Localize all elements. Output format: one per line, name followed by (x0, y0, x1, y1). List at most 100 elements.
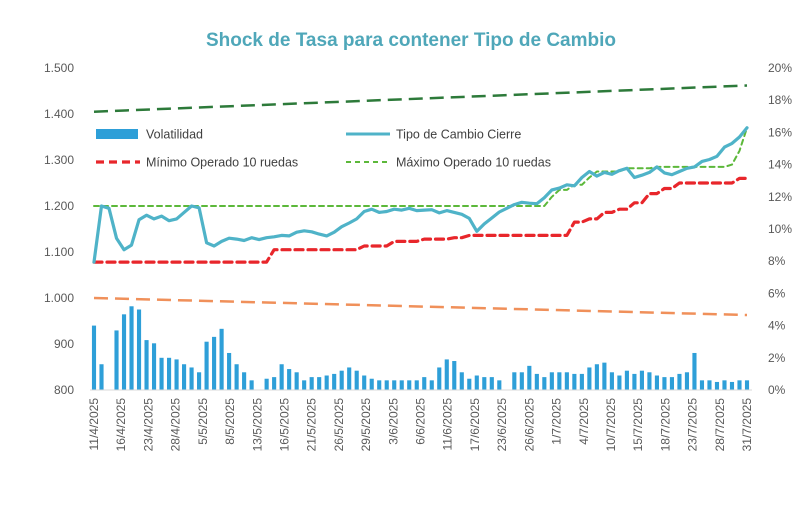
right-tick-label: 14% (768, 158, 792, 172)
right-tick-label: 8% (768, 254, 786, 268)
x-tick-label: 16/4/2025 (114, 398, 128, 452)
legend-label: Tipo de Cambio Cierre (396, 128, 521, 142)
x-tick-label: 29/5/2025 (359, 398, 373, 452)
volatility-bar (647, 372, 652, 390)
volatility-bar (534, 373, 539, 390)
volatility-bar (414, 380, 419, 390)
left-tick-label: 900 (54, 337, 74, 351)
legend-label: Mínimo Operado 10 ruedas (146, 156, 298, 170)
legend-label: Máximo Operado 10 ruedas (396, 156, 551, 170)
x-tick-label: 28/4/2025 (169, 398, 183, 452)
min-10-ruedas-line (92, 176, 749, 264)
right-tick-label: 12% (768, 190, 792, 204)
volatility-bar (489, 377, 494, 390)
volatility-bar (519, 372, 524, 390)
right-tick-label: 16% (768, 125, 792, 139)
x-tick-label: 13/5/2025 (250, 398, 264, 452)
volatility-bar (166, 357, 172, 390)
left-axis-ticks: 800 900 1.000 1.100 1.200 1.300 1.400 1.500 (44, 61, 74, 397)
volatility-bar (482, 377, 487, 390)
legend-label: Volatilidad (146, 128, 203, 142)
volatility-bar (151, 343, 157, 390)
right-tick-label: 10% (768, 222, 792, 236)
volatility-bar (474, 375, 479, 390)
volatility-bar (429, 380, 434, 390)
x-tick-label: 8/5/2025 (223, 398, 237, 445)
volatility-bar (617, 375, 622, 390)
volatility-bar (219, 328, 224, 390)
right-axis-ticks: 0% 2% 4% 6% 8% 10% 12% 14% 16% 18% 20% (768, 61, 792, 397)
volatility-bar (174, 359, 179, 390)
volatility-bar (549, 372, 554, 390)
volatility-bar (729, 381, 735, 390)
x-tick-label: 28/7/2025 (713, 398, 727, 452)
volatility-bar (542, 377, 547, 390)
volatility-bar (347, 367, 352, 390)
max-10-ruedas-line (93, 126, 748, 207)
volatility-bar (609, 372, 614, 390)
series-lines (92, 84, 749, 317)
volatility-bar (189, 367, 194, 390)
volatility-bar (452, 361, 457, 390)
right-tick-label: 6% (768, 286, 786, 300)
volatility-bar (677, 373, 682, 390)
volatility-bar (467, 378, 472, 390)
volatility-bar (362, 375, 367, 390)
x-tick-label: 6/6/2025 (414, 398, 428, 445)
volatility-bar (624, 370, 629, 390)
volatility-bar (692, 352, 697, 390)
volatility-bar (309, 377, 314, 390)
volatility-bar (632, 373, 637, 390)
volatility-bar (369, 378, 374, 390)
exchange-rate-line (92, 126, 749, 264)
volatility-bar (557, 372, 562, 390)
left-tick-label: 1.200 (44, 199, 74, 213)
volatility-bar (497, 380, 502, 390)
volatility-bar (287, 369, 292, 390)
volatility-bar (212, 336, 217, 390)
right-tick-label: 0% (768, 383, 786, 397)
volatility-bar (579, 373, 584, 390)
x-tick-label: 10/7/2025 (604, 398, 618, 452)
volatility-bar (317, 377, 322, 390)
volatility-bar (302, 380, 307, 390)
volatility-bar (227, 352, 232, 390)
volatility-bar (91, 325, 97, 390)
volatility-bar (114, 330, 119, 390)
volatility-bar (572, 373, 577, 390)
x-tick-label: 11/6/2025 (441, 398, 455, 451)
left-tick-label: 1.000 (44, 291, 74, 305)
legend: Volatilidad Tipo de Cambio Cierre Mínimo O… (96, 128, 551, 170)
left-tick-label: 1.100 (44, 245, 74, 259)
volatility-bar (182, 364, 187, 390)
x-tick-label: 23/6/2025 (495, 398, 509, 452)
volatility-bar (662, 377, 667, 390)
volatility-bar (204, 341, 209, 390)
x-tick-label: 18/7/2025 (658, 398, 672, 452)
x-tick-label: 5/5/2025 (196, 398, 210, 445)
volatility-bar (639, 370, 644, 390)
volatility-bar (136, 309, 142, 390)
x-tick-label: 31/7/2025 (740, 398, 754, 452)
volatility-bar (684, 372, 690, 390)
volatility-bar (594, 364, 599, 390)
volatility-bar (242, 372, 247, 390)
left-tick-label: 1.500 (44, 61, 74, 75)
legend-swatch-volatilidad (96, 129, 138, 139)
volatility-bar (234, 364, 239, 390)
volatility-bar (339, 370, 344, 390)
volatility-bar (512, 372, 517, 390)
volatility-bar (564, 372, 569, 390)
right-tick-label: 18% (768, 93, 792, 107)
left-tick-label: 1.400 (44, 107, 74, 121)
volatility-bar (384, 380, 389, 390)
volatility-bar (129, 306, 134, 390)
volatility-bar (669, 377, 675, 390)
volatility-bar (354, 370, 359, 390)
volatility-bar (602, 362, 607, 390)
volatility-bar (707, 380, 712, 390)
volatility-bar (144, 340, 149, 390)
volatility-bar (121, 314, 127, 390)
right-tick-label: 2% (768, 351, 786, 365)
volatility-bar (714, 381, 720, 390)
